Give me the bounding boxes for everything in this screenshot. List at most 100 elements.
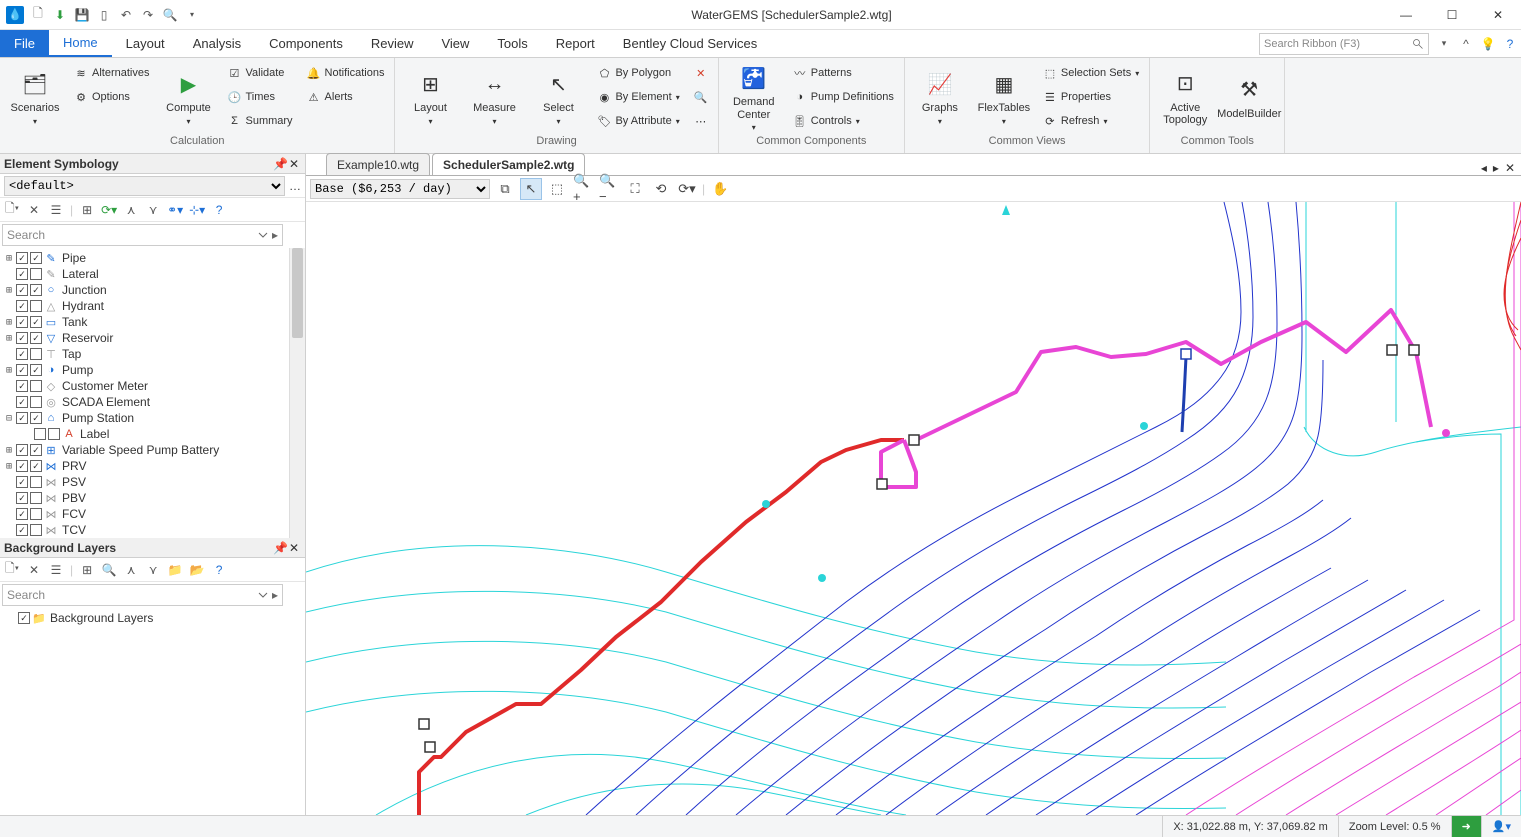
checkbox-2[interactable]	[30, 492, 42, 504]
folder-add-icon[interactable]: 📂	[189, 562, 205, 578]
tab-next-icon[interactable]: ▸	[1491, 161, 1501, 175]
tree-row[interactable]: ✓◇Customer Meter	[0, 378, 305, 394]
select-button[interactable]: ↖Select▾	[529, 60, 587, 134]
layout-button[interactable]: ⊞Layout▾	[401, 60, 459, 134]
checkbox[interactable]	[34, 428, 46, 440]
flextables-button[interactable]: ▦FlexTables▾	[975, 60, 1033, 134]
tree-row[interactable]: ✓◎SCADA Element	[0, 394, 305, 410]
find-icon[interactable]: 🔍	[162, 7, 178, 23]
tree-row[interactable]: ⊞✓✓⊞Variable Speed Pump Battery	[0, 442, 305, 458]
pump-def-button[interactable]: ◑Pump Definitions	[789, 86, 898, 108]
tree-row[interactable]: ✓△Hydrant	[0, 298, 305, 314]
tree-row[interactable]: ALabel	[0, 426, 305, 442]
checkbox[interactable]: ✓	[16, 508, 28, 520]
search-go-icon[interactable]: ▸	[272, 228, 278, 242]
alternatives-button[interactable]: ≋Alternatives	[70, 62, 153, 84]
tree-row[interactable]: ✓⊤Tap	[0, 346, 305, 362]
zoom-window-icon[interactable]: ⬚	[546, 178, 568, 200]
help-icon[interactable]: ?	[1499, 30, 1521, 57]
ribbon-tab-view[interactable]: View	[427, 30, 483, 57]
checkbox[interactable]: ✓	[16, 364, 28, 376]
checkbox[interactable]: ✓	[16, 268, 28, 280]
more-icon[interactable]: …	[289, 179, 301, 193]
scenarios-button[interactable]: 🗂Scenarios▾	[6, 60, 64, 134]
undo-icon[interactable]: ↶	[118, 7, 134, 23]
scenario-select[interactable]: Base ($6,253 / day)	[310, 179, 490, 199]
bglayers-search[interactable]: Search ▸	[2, 584, 283, 606]
controls-button[interactable]: 🎚Controls▾	[789, 110, 898, 132]
document-tab[interactable]: SchedulerSample2.wtg	[432, 153, 585, 175]
polygon-button[interactable]: ⬠By Polygon	[593, 62, 683, 84]
checkbox[interactable]: ✓	[16, 252, 28, 264]
drawing-canvas[interactable]	[306, 202, 1521, 815]
checkbox-2[interactable]: ✓	[30, 284, 42, 296]
refresh-icon[interactable]: ⟳▾	[101, 202, 117, 218]
tree-row[interactable]: ⊞✓✓⋈PRV	[0, 458, 305, 474]
attribute-button[interactable]: 🏷By Attribute▾	[593, 110, 683, 132]
tree-row[interactable]: ✓📁Background Layers	[0, 610, 305, 626]
ribbon-tab-components[interactable]: Components	[255, 30, 357, 57]
delete-button[interactable]: ✕	[690, 62, 712, 84]
move-up-icon[interactable]: ⋏	[123, 202, 139, 218]
link-icon[interactable]: ⚭▾	[167, 202, 183, 218]
checkbox-2[interactable]	[30, 524, 42, 536]
options-button[interactable]: ⚙Options	[70, 86, 153, 108]
help-icon[interactable]: ?	[211, 202, 227, 218]
tree-row[interactable]: ✓✎Lateral	[0, 266, 305, 282]
open-file-icon[interactable]: ⬇	[52, 7, 68, 23]
tree-row[interactable]: ⊞✓✓✎Pipe	[0, 250, 305, 266]
ribbon-search[interactable]: Search Ribbon (F3)	[1259, 33, 1429, 55]
checkbox-2[interactable]	[30, 396, 42, 408]
expand-icon[interactable]: ⊞	[4, 445, 14, 456]
patterns-button[interactable]: 〰Patterns	[789, 62, 898, 84]
bookmark-icon[interactable]: ▯	[96, 7, 112, 23]
tree-row[interactable]: ✓⋈TCV	[0, 522, 305, 538]
expand-icon[interactable]: ⊞	[4, 365, 14, 376]
minimize-button[interactable]: —	[1383, 0, 1429, 30]
tab-prev-icon[interactable]: ◂	[1479, 161, 1489, 175]
tree-row[interactable]: ✓⋈PBV	[0, 490, 305, 506]
close-panel-icon[interactable]: ✕	[287, 541, 301, 555]
compute-button[interactable]: ▶Compute▾	[159, 60, 217, 134]
zoom-next-icon[interactable]: ⟳▾	[676, 178, 698, 200]
checkbox[interactable]: ✓	[16, 348, 28, 360]
alerts-button[interactable]: ⚠Alerts	[303, 86, 389, 108]
checkbox-2[interactable]: ✓	[30, 316, 42, 328]
times-button[interactable]: 🕒Times	[223, 86, 296, 108]
checkbox[interactable]: ✓	[16, 476, 28, 488]
move-down-icon[interactable]: ⋎	[145, 202, 161, 218]
checkbox-2[interactable]	[30, 380, 42, 392]
checkbox[interactable]: ✓	[16, 444, 28, 456]
checkbox-2[interactable]	[30, 300, 42, 312]
bulb-icon[interactable]: 💡	[1477, 30, 1499, 57]
maximize-button[interactable]: ☐	[1429, 0, 1475, 30]
checkbox-2[interactable]: ✓	[30, 364, 42, 376]
expand-icon[interactable]: ⊞	[4, 317, 14, 328]
redo-icon[interactable]: ↷	[140, 7, 156, 23]
tree-row[interactable]: ⊞✓✓▭Tank	[0, 314, 305, 330]
checkbox[interactable]: ✓	[16, 284, 28, 296]
close-panel-icon[interactable]: ✕	[287, 157, 301, 171]
qat-dropdown-icon[interactable]: ▾	[184, 7, 200, 23]
more-button[interactable]: ⋯	[690, 110, 712, 132]
refresh-button[interactable]: ⟳Refresh▾	[1039, 110, 1143, 132]
pan-icon[interactable]: ✋	[709, 178, 731, 200]
checkbox-2[interactable]: ✓	[30, 460, 42, 472]
checkbox[interactable]: ✓	[16, 396, 28, 408]
new-file-icon[interactable]: 🗋	[30, 7, 46, 23]
zoom-out-icon[interactable]: 🔍−	[598, 178, 620, 200]
checkbox-2[interactable]	[30, 348, 42, 360]
properties-button[interactable]: ☰Properties	[1039, 86, 1143, 108]
measure-button[interactable]: ↔Measure▾	[465, 60, 523, 134]
pin-icon[interactable]: 📌	[273, 541, 287, 555]
notifications-button[interactable]: 🔔Notifications	[303, 62, 389, 84]
checkbox-2[interactable]: ✓	[30, 252, 42, 264]
checkbox-2[interactable]: ✓	[30, 332, 42, 344]
checkbox-2[interactable]	[30, 476, 42, 488]
ribbon-tab-analysis[interactable]: Analysis	[179, 30, 255, 57]
ribbon-tab-review[interactable]: Review	[357, 30, 428, 57]
new-item-icon[interactable]: 🗋▾	[4, 202, 20, 218]
ribbon-tab-layout[interactable]: Layout	[112, 30, 179, 57]
symbology-preset-select[interactable]: <default>	[4, 176, 285, 196]
zoom-extents-icon[interactable]: ⛶	[624, 178, 646, 200]
